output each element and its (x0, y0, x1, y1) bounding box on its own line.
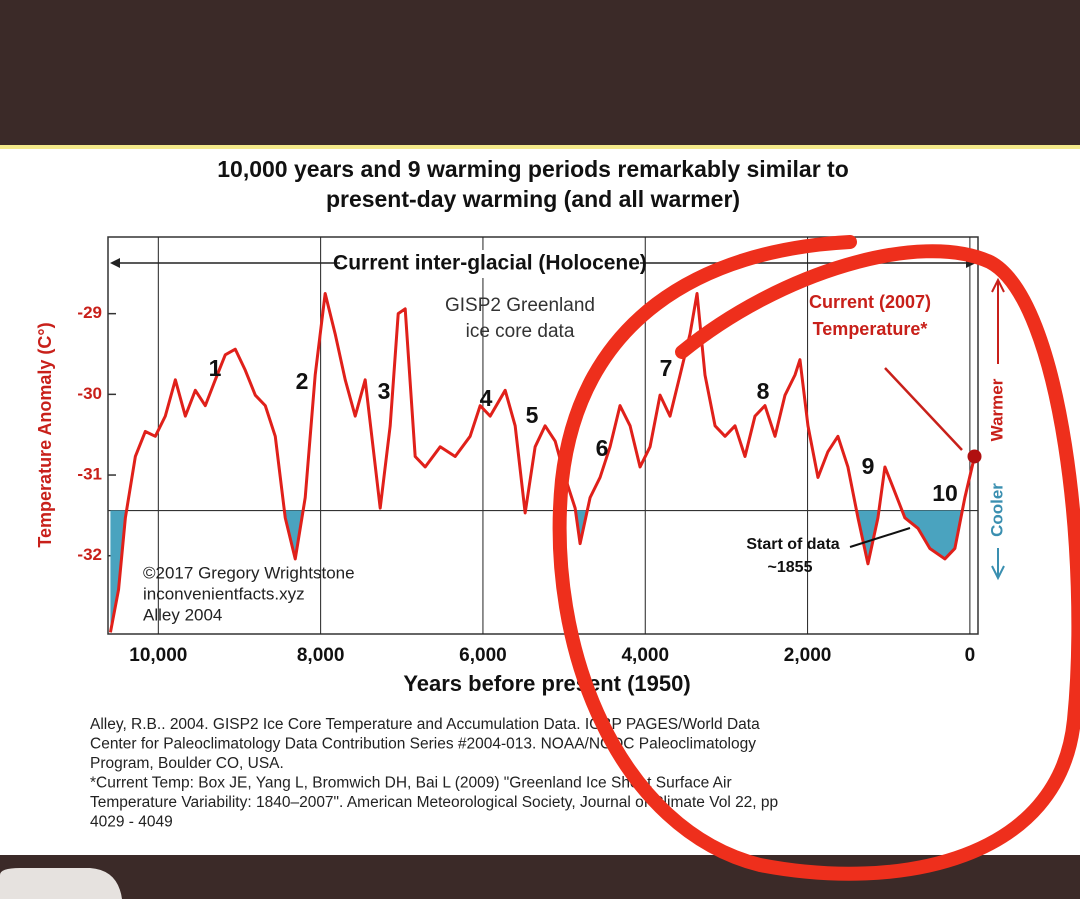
citation-line: Center for Paleoclimatology Data Contrib… (90, 736, 756, 753)
y-tick-label: -32 (77, 545, 102, 564)
x-tick-label: 2,000 (784, 645, 832, 666)
credit: ©2017 Gregory Wrightstone (143, 563, 355, 582)
current-label: Temperature* (813, 319, 928, 339)
cooler-label: Cooler (987, 483, 1006, 537)
period-number: 4 (480, 385, 493, 411)
top-bar-edge (0, 145, 1080, 149)
y-tick-label: -30 (77, 384, 102, 403)
credit: Alley 2004 (143, 605, 222, 624)
start-label: ~1855 (768, 559, 813, 576)
hand-drawn-circle (552, 235, 1080, 881)
period-number: 3 (378, 378, 391, 404)
source-label: ice core data (466, 321, 575, 342)
period-number: 7 (660, 355, 673, 381)
y-tick-label: -29 (77, 303, 102, 322)
citation-line: Alley, R.B.. 2004. GISP2 Ice Core Temper… (90, 716, 760, 733)
period-number: 10 (932, 480, 958, 506)
current-label: Current (2007) (809, 292, 931, 312)
current-marker (967, 449, 982, 464)
period-number: 8 (757, 378, 770, 404)
temperature-line (108, 291, 976, 633)
period-number: 5 (526, 402, 539, 428)
start-label: Start of data (746, 536, 839, 553)
plot-frame (107, 236, 979, 635)
citation-line: Program, Boulder CO, USA. (90, 755, 284, 772)
citation-line: *Current Temp: Box JE, Yang L, Bromwich … (90, 775, 732, 792)
source-label: GISP2 Greenland (445, 295, 595, 316)
y-axis-label: Temperature Anomaly (C°) (35, 322, 55, 547)
period-number: 9 (862, 453, 875, 479)
period-number: 6 (596, 435, 609, 461)
x-tick-label: 6,000 (459, 645, 507, 666)
credit: inconvenientfacts.xyz (143, 584, 305, 603)
cooler-arrow (991, 548, 1005, 581)
label-bg (340, 250, 640, 278)
y-tick-label: -31 (77, 465, 102, 484)
x-tick-label: 10,000 (129, 645, 187, 666)
current-arrow (884, 367, 963, 451)
x-tick-label: 4,000 (621, 645, 669, 666)
period-number: 1 (209, 355, 222, 381)
chart-title: present-day warming (and all warmer) (326, 186, 740, 212)
warmer-arrow (991, 277, 1005, 364)
citation-line: Temperature Variability: 1840–2007". Ame… (90, 794, 778, 811)
top-bar (0, 0, 1080, 145)
x-tick-label: 8,000 (297, 645, 345, 666)
x-tick-label: 0 (965, 645, 976, 666)
bottom-tab (0, 868, 122, 899)
chart-title: 10,000 years and 9 warming periods remar… (217, 156, 849, 182)
warmer-label: Warmer (987, 378, 1006, 441)
x-axis-label: Years before present (1950) (403, 671, 690, 696)
period-label: Current inter-glacial (Holocene) (333, 252, 647, 275)
start-arrow (849, 527, 911, 548)
citation-line: 4029 - 4049 (90, 814, 173, 831)
period-number: 2 (296, 368, 309, 394)
chart: 10,000 years and 9 warming periods remar… (35, 156, 1007, 831)
